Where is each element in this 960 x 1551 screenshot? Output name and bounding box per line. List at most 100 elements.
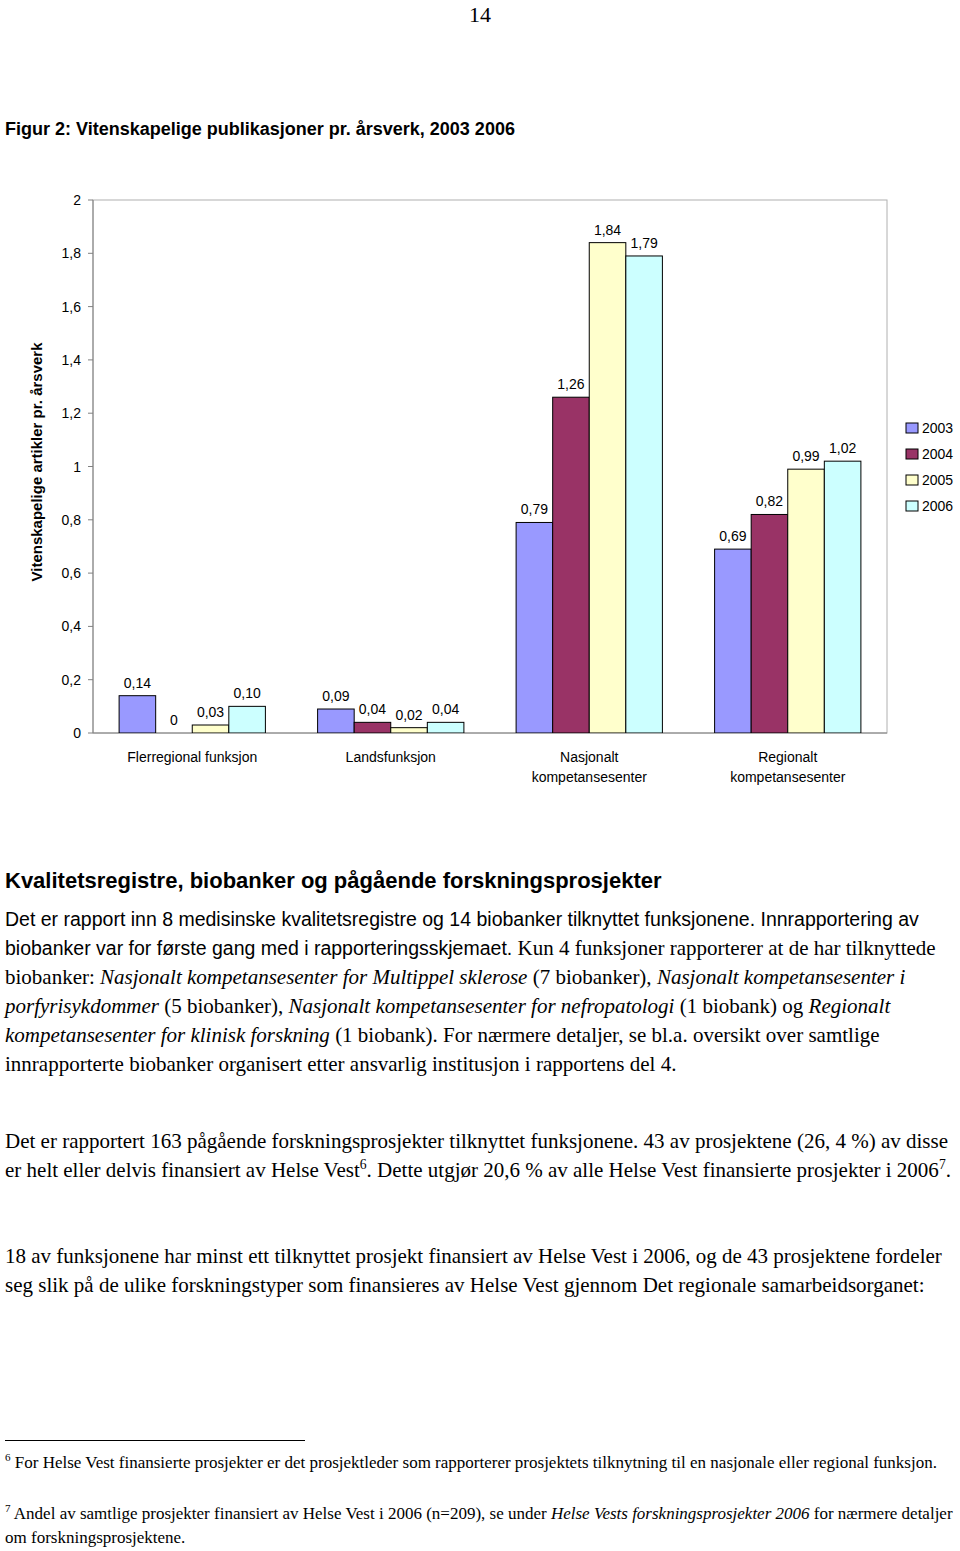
footnote-marker: 7 bbox=[5, 1502, 11, 1514]
text-run: 18 av funksjonene har minst ett tilknytt… bbox=[5, 1244, 942, 1297]
y-tick bbox=[88, 306, 93, 307]
text-run: Andel av samtlige prosjekter finansiert … bbox=[11, 1504, 551, 1523]
y-tick-label: 2 bbox=[73, 192, 81, 208]
data-label: 1,84 bbox=[594, 222, 621, 238]
legend-swatch bbox=[906, 475, 918, 485]
data-label: 1,02 bbox=[829, 440, 856, 456]
x-tick-label-line: kompetansesenter bbox=[532, 769, 648, 785]
text-run: For Helse Vest finansierte prosjekter er… bbox=[11, 1453, 937, 1472]
y-tick bbox=[88, 573, 93, 574]
y-tick-label: 1,8 bbox=[62, 245, 82, 261]
y-tick-label: 0,2 bbox=[62, 672, 82, 688]
y-tick bbox=[88, 359, 93, 360]
x-tick-label-line: Regionalt bbox=[758, 749, 817, 765]
legend-swatch bbox=[906, 501, 918, 511]
data-label: 1,26 bbox=[557, 376, 584, 392]
footnote: 7 Andel av samtlige prosjekter finansier… bbox=[5, 1502, 955, 1550]
legend-swatch bbox=[906, 423, 918, 433]
bar bbox=[788, 469, 825, 733]
heading: Kvalitetsregistre, biobanker og pågående… bbox=[5, 866, 955, 896]
x-tick-label-line: Nasjonalt bbox=[560, 749, 618, 765]
y-tick bbox=[88, 626, 93, 627]
y-tick-label: 1,4 bbox=[62, 352, 82, 368]
data-label: 0,02 bbox=[395, 707, 422, 723]
x-tick-label: Landsfunksjon bbox=[346, 749, 436, 765]
bar bbox=[156, 733, 193, 734]
text-run: 7 bbox=[939, 1157, 946, 1172]
text-run: Helse Vests forskningsprosjekter 2006 bbox=[551, 1504, 810, 1523]
x-tick-label-line: kompetansesenter bbox=[730, 769, 846, 785]
bar bbox=[553, 397, 590, 733]
x-tick-label-line: Flerregional funksjon bbox=[127, 749, 257, 765]
footnote-marker: 6 bbox=[5, 1451, 11, 1463]
legend-swatch bbox=[906, 449, 918, 459]
chart-title: Figur 2: Vitenskapelige publikasjoner pr… bbox=[5, 119, 515, 139]
legend-label: 2006 bbox=[922, 498, 953, 514]
bar bbox=[354, 722, 391, 733]
x-tick-label-line: Landsfunksjon bbox=[346, 749, 436, 765]
y-tick bbox=[88, 466, 93, 467]
data-label: 0,03 bbox=[197, 704, 224, 720]
y-tick bbox=[88, 253, 93, 254]
bars bbox=[119, 243, 861, 733]
data-label: 1,79 bbox=[630, 235, 657, 251]
y-tick-label: 1,2 bbox=[62, 405, 82, 421]
data-labels: 0,14 0,09 0,79 0,69 0 0,04 1,26 0,82 0,03 0,02 1,8… bbox=[124, 222, 857, 728]
legend-label: 2005 bbox=[922, 472, 953, 488]
data-label: 0,04 bbox=[432, 701, 459, 717]
bar bbox=[516, 522, 553, 733]
text-run: (7 biobanker), bbox=[527, 965, 656, 989]
y-tick-label: 0,8 bbox=[62, 512, 82, 528]
y-tick bbox=[88, 733, 93, 734]
text-run: Nasjonalt kompetansesenter for Multippel… bbox=[100, 965, 527, 989]
text-run: Nasjonalt kompetansesenter for nefropato… bbox=[288, 994, 674, 1018]
data-label: 0,99 bbox=[792, 448, 819, 464]
footnote-rule bbox=[5, 1440, 305, 1441]
bar bbox=[391, 728, 428, 733]
data-label: 0,04 bbox=[359, 701, 386, 717]
x-tick-label: Regionalt kompetansesenter bbox=[730, 749, 846, 785]
y-tick-label: 1,6 bbox=[62, 299, 82, 315]
data-label: 0 bbox=[170, 712, 178, 728]
bar bbox=[824, 461, 861, 733]
x-tick-label: Nasjonalt kompetansesenter bbox=[532, 749, 648, 785]
legend: 2003 2004 2005 2006 bbox=[906, 420, 953, 514]
y-axis-label: Vitenskapelige artikler pr. årsverk bbox=[28, 342, 45, 582]
y-tick bbox=[88, 413, 93, 414]
legend-label: 2003 bbox=[922, 420, 953, 436]
y-axis bbox=[93, 200, 94, 733]
legend-label: 2004 bbox=[922, 446, 953, 462]
x-tick-label: Flerregional funksjon bbox=[127, 749, 257, 765]
y-tick bbox=[88, 200, 93, 201]
y-tick-label: 1 bbox=[73, 459, 81, 475]
data-label: 0,10 bbox=[233, 685, 260, 701]
chart: Figur 2: Vitenskapelige publikasjoner pr… bbox=[0, 0, 960, 820]
bar bbox=[192, 725, 229, 733]
text-run: 6 bbox=[360, 1157, 367, 1172]
plot-frame bbox=[93, 200, 887, 733]
footnote: 6 For Helse Vest finansierte prosjekter … bbox=[5, 1451, 955, 1475]
bar bbox=[626, 256, 663, 733]
text-run: . bbox=[946, 1158, 951, 1182]
paragraph: Det er rapportert 163 pågående forskning… bbox=[5, 1127, 955, 1185]
data-label: 0,09 bbox=[322, 688, 349, 704]
data-label: 0,69 bbox=[719, 528, 746, 544]
bar bbox=[427, 722, 464, 733]
bar bbox=[589, 243, 626, 733]
y-tick-label: 0 bbox=[73, 725, 81, 741]
text-run: . Dette utgjør 20,6 % av alle Helse Vest… bbox=[367, 1158, 939, 1182]
data-label: 0,14 bbox=[124, 675, 151, 691]
bar bbox=[229, 706, 266, 733]
y-tick-label: 0,4 bbox=[62, 618, 82, 634]
paragraph: Det er rapport inn 8 medisinske kvalitet… bbox=[5, 905, 955, 1079]
data-label: 0,79 bbox=[521, 501, 548, 517]
y-tick bbox=[88, 519, 93, 520]
paragraph: 18 av funksjonene har minst ett tilknytt… bbox=[5, 1242, 955, 1300]
y-tick bbox=[88, 679, 93, 680]
data-label: 0,82 bbox=[756, 493, 783, 509]
bar bbox=[119, 696, 156, 733]
text-run: (5 biobanker), bbox=[159, 994, 288, 1018]
bar bbox=[751, 514, 788, 733]
text-run: (1 biobank) og bbox=[674, 994, 808, 1018]
page-number: 14 bbox=[0, 2, 960, 28]
